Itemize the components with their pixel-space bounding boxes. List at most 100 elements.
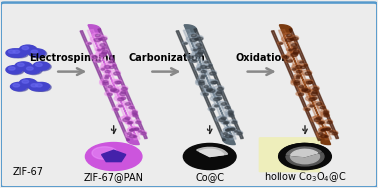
Circle shape	[306, 81, 312, 84]
Circle shape	[288, 60, 292, 62]
Circle shape	[288, 35, 299, 41]
Circle shape	[291, 149, 319, 164]
Circle shape	[8, 67, 15, 70]
Circle shape	[197, 37, 203, 40]
Circle shape	[22, 80, 29, 83]
Circle shape	[317, 120, 324, 124]
Circle shape	[225, 127, 232, 130]
Circle shape	[308, 104, 314, 107]
Circle shape	[327, 121, 332, 124]
Circle shape	[100, 44, 105, 46]
Circle shape	[189, 56, 194, 58]
Circle shape	[102, 47, 105, 49]
Circle shape	[304, 65, 307, 66]
Circle shape	[302, 88, 308, 91]
Circle shape	[292, 68, 296, 70]
Circle shape	[217, 87, 223, 90]
Circle shape	[31, 50, 38, 53]
Circle shape	[324, 114, 329, 117]
Circle shape	[130, 111, 138, 115]
Circle shape	[99, 53, 106, 57]
Circle shape	[332, 132, 338, 135]
Circle shape	[206, 70, 217, 75]
Circle shape	[138, 131, 147, 135]
Circle shape	[121, 97, 126, 99]
Circle shape	[35, 83, 51, 91]
Circle shape	[11, 82, 27, 91]
Circle shape	[302, 89, 307, 92]
Circle shape	[287, 48, 293, 51]
Circle shape	[301, 70, 312, 75]
Circle shape	[210, 72, 216, 75]
Circle shape	[292, 64, 302, 69]
Circle shape	[324, 113, 328, 115]
Circle shape	[101, 48, 105, 50]
Circle shape	[129, 121, 133, 124]
Circle shape	[183, 143, 236, 170]
Circle shape	[193, 49, 197, 51]
Circle shape	[207, 89, 211, 92]
Circle shape	[113, 89, 119, 92]
Circle shape	[318, 105, 325, 109]
Circle shape	[209, 65, 212, 66]
FancyBboxPatch shape	[1, 3, 377, 187]
Circle shape	[102, 50, 108, 53]
Circle shape	[285, 58, 293, 62]
Circle shape	[26, 67, 33, 70]
Circle shape	[17, 63, 24, 66]
Circle shape	[304, 89, 310, 92]
Circle shape	[110, 70, 121, 75]
Circle shape	[116, 91, 127, 96]
Circle shape	[214, 96, 222, 100]
Circle shape	[110, 88, 119, 93]
Circle shape	[107, 65, 115, 69]
Circle shape	[186, 36, 197, 42]
Circle shape	[101, 64, 111, 69]
Circle shape	[288, 42, 297, 47]
Circle shape	[97, 38, 102, 40]
Circle shape	[299, 88, 307, 92]
Circle shape	[20, 79, 36, 87]
Circle shape	[228, 127, 235, 130]
Circle shape	[36, 63, 42, 66]
Circle shape	[290, 67, 296, 70]
Circle shape	[287, 34, 291, 37]
Circle shape	[138, 131, 141, 132]
Circle shape	[310, 117, 321, 122]
Circle shape	[296, 70, 302, 73]
Circle shape	[319, 128, 325, 131]
Circle shape	[234, 131, 243, 135]
Circle shape	[198, 69, 207, 73]
Circle shape	[101, 37, 107, 40]
Circle shape	[284, 56, 289, 58]
Circle shape	[122, 116, 130, 120]
Wedge shape	[200, 149, 224, 157]
Circle shape	[111, 89, 115, 92]
Circle shape	[291, 44, 297, 46]
Circle shape	[290, 51, 299, 55]
Circle shape	[221, 131, 228, 135]
Circle shape	[112, 80, 121, 84]
Circle shape	[105, 75, 109, 77]
Circle shape	[230, 128, 235, 130]
Circle shape	[193, 38, 198, 40]
Circle shape	[135, 128, 139, 130]
Circle shape	[310, 96, 318, 100]
Circle shape	[197, 64, 207, 69]
Circle shape	[196, 44, 201, 46]
Circle shape	[329, 131, 338, 135]
Circle shape	[102, 69, 111, 73]
Circle shape	[97, 42, 106, 47]
Circle shape	[106, 60, 112, 63]
Circle shape	[15, 62, 32, 70]
Circle shape	[328, 130, 333, 132]
Circle shape	[279, 143, 332, 170]
Circle shape	[312, 97, 317, 99]
Circle shape	[95, 34, 100, 37]
Circle shape	[119, 117, 130, 122]
Circle shape	[286, 147, 324, 166]
Circle shape	[206, 88, 215, 93]
Circle shape	[290, 49, 300, 54]
Circle shape	[17, 63, 33, 71]
Circle shape	[198, 50, 204, 53]
